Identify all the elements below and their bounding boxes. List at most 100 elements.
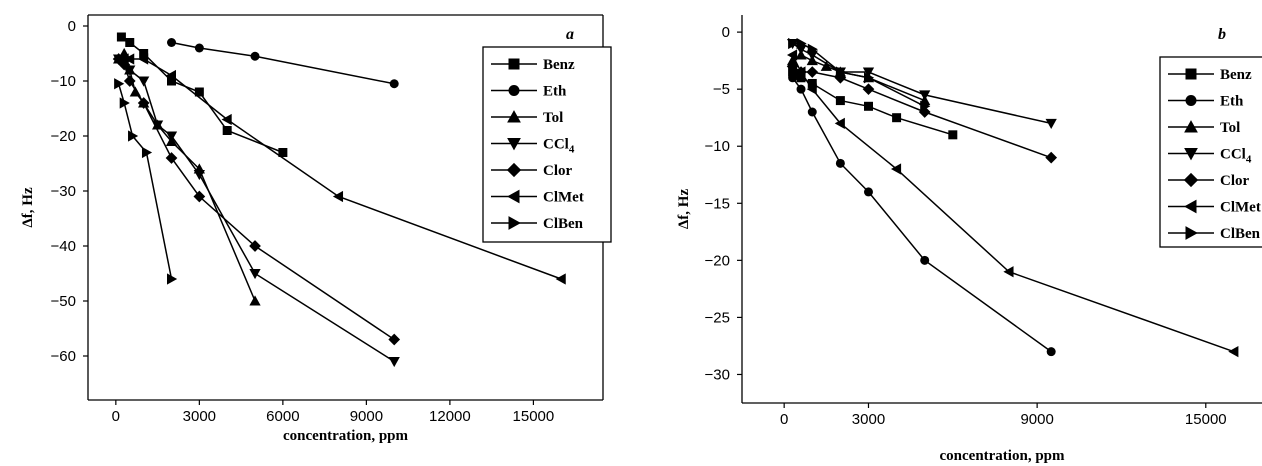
panel-b-legend-clben-label: ClBen bbox=[1220, 226, 1261, 242]
panel-b-y-axis-title: Δf, Hz bbox=[676, 189, 692, 230]
panel-a-legend-ccl4-label-subscript: 4 bbox=[569, 144, 575, 156]
panel-a-series-clmet-point bbox=[221, 113, 232, 126]
panel-a-series-eth-line bbox=[171, 41, 395, 85]
panel-a-series-benz-point bbox=[194, 87, 204, 97]
panel-a-series-clben-point bbox=[114, 78, 125, 90]
panel-b-y-tick-label: −30 bbox=[705, 366, 730, 383]
panel-a-series-clben-line bbox=[117, 83, 173, 280]
panel-b-x-tick-label: 15000 bbox=[1185, 411, 1227, 428]
panel-a-series-ccl4-point bbox=[124, 65, 136, 76]
panel-a-legend-eth-marker bbox=[508, 85, 520, 96]
panel-b-series-eth-point bbox=[796, 84, 806, 94]
panel-a-legend-clmet-label: ClMet bbox=[543, 190, 584, 206]
panel-a-legend-box bbox=[482, 46, 612, 243]
panel-a-series-clor-point bbox=[193, 190, 206, 203]
panel-b-series-ccl4-point bbox=[862, 67, 875, 78]
panel-b-legend-eth-marker bbox=[1185, 95, 1197, 106]
panel-a-x-tick-label: 0 bbox=[112, 408, 120, 425]
panel-b-series-clor-point bbox=[786, 60, 799, 73]
panel-a-y-tick-label: −20 bbox=[51, 128, 76, 145]
panel-b-series-clmet-point bbox=[786, 49, 798, 61]
panel-a-y-tick-label: 0 bbox=[68, 18, 76, 35]
panel-b-legend-benz-marker bbox=[1185, 68, 1197, 80]
panel-a-series-clmet-point bbox=[112, 53, 124, 65]
panel-a-series-eth-point bbox=[250, 51, 260, 61]
panel-b-x-tick-label: 0 bbox=[780, 411, 788, 428]
panel-a-x-tick-label: 9000 bbox=[350, 408, 383, 425]
panel-b-series-eth-point bbox=[835, 158, 845, 168]
panel-a-series-eth-point bbox=[167, 38, 177, 47]
panel-a-y-tick-label: −30 bbox=[51, 183, 76, 200]
panel-a-series-ccl4-line bbox=[118, 58, 395, 363]
panel-b-series-eth-point bbox=[807, 107, 817, 117]
panel-b-series-eth-line bbox=[791, 77, 1052, 353]
panel-a-legend-clor-marker bbox=[506, 162, 522, 178]
panel-a-x-tick-label: 6000 bbox=[266, 408, 299, 425]
panel-b-series-clor-point bbox=[918, 106, 931, 118]
panel-a-series-clben-point bbox=[119, 97, 130, 109]
panel-b-series-clmet-point bbox=[795, 66, 806, 78]
panel-b-y-tick-label: −20 bbox=[705, 252, 730, 269]
panel-a-series-ccl4-point bbox=[165, 131, 178, 142]
panel-b-legend-tol-label: Tol bbox=[1220, 120, 1240, 136]
panel-a-series-eth-point bbox=[389, 79, 399, 89]
panel-a-legend-benz-label: Benz bbox=[543, 57, 575, 73]
panel-a-series-clmet-point bbox=[332, 190, 344, 203]
panel-b-series-eth-point bbox=[920, 255, 930, 265]
panel-b-series-clor-point bbox=[1045, 151, 1058, 164]
panel-a-series-ccl4-point bbox=[138, 76, 150, 87]
panel-b-x-tick-label: 3000 bbox=[852, 411, 885, 428]
panel-a-series-clben-point bbox=[128, 130, 139, 142]
panel-a-y-tick-label: −10 bbox=[51, 73, 76, 90]
panel-b-legend-clor-label: Clor bbox=[1220, 173, 1250, 189]
panel-b-series-clben-point bbox=[920, 100, 931, 112]
panel-a-series-clmet-point bbox=[118, 53, 129, 65]
panel-a-legend-clor-label: Clor bbox=[543, 163, 573, 179]
panel-a-x-tick-label: 15000 bbox=[513, 408, 555, 425]
panel-a-series-clor-point bbox=[249, 240, 261, 252]
panel-b-y-tick-label: −5 bbox=[713, 81, 730, 98]
panel-a-series-ccl4-point bbox=[388, 357, 400, 368]
panel-a-series-benz-point bbox=[125, 38, 135, 47]
panel-b-x-tick-label: 9000 bbox=[1020, 411, 1053, 428]
panel-a-series-clben-point bbox=[141, 146, 153, 159]
chart-panel-b: 0 −5 −10 −15 −20 −25 −30 0 3000 9000 15000 concentr… bbox=[676, 15, 1262, 464]
panel-b-series-benz-point bbox=[948, 130, 958, 140]
panel-a-x-tick-label: 12000 bbox=[429, 408, 471, 425]
panel-a-series-clor-point bbox=[123, 75, 136, 87]
panel-b-series-benz-point bbox=[835, 96, 845, 106]
chart-panel-a: 0 −10 −20 −30 −40 −50 −60 0 3000 6000 9000 12000 150… bbox=[20, 14, 612, 444]
panel-b-y-tick-label: −10 bbox=[705, 138, 730, 155]
panel-a-series-clmet-point bbox=[555, 273, 566, 285]
panel-b-series-tol-point bbox=[820, 60, 832, 71]
panel-b-series-eth-point bbox=[863, 187, 873, 197]
panel-b-legend-clmet-label: ClMet bbox=[1220, 200, 1261, 216]
panel-b-series-eth-point bbox=[788, 73, 798, 83]
panel-b-series-tol-point bbox=[786, 55, 799, 66]
panel-b-legend-clmet-marker bbox=[1184, 199, 1197, 214]
panel-b-legend-ccl4-label: CCl4 bbox=[1220, 147, 1252, 166]
panel-b-y-tick-label: −15 bbox=[705, 195, 730, 212]
panel-a-series-ccl4-point bbox=[193, 170, 205, 181]
panel-b-series-clmet-point bbox=[834, 117, 845, 130]
panel-b-series-clor-point bbox=[862, 83, 875, 96]
panel-a-legend-tol-label: Tol bbox=[543, 110, 563, 126]
panel-b-y-tick-label: −25 bbox=[705, 309, 730, 326]
panel-a-series-eth-point bbox=[194, 43, 204, 53]
panel-a-legend-tol-marker bbox=[507, 110, 521, 123]
panel-a-series-clor-line bbox=[118, 58, 395, 341]
panel-b-series-benz-point bbox=[863, 101, 873, 111]
panel-a-y-tick-label: −40 bbox=[51, 238, 76, 255]
panel-b-series-clmet-point bbox=[1003, 266, 1014, 278]
panel-b-y-tick-label: 0 bbox=[722, 24, 730, 41]
panel-a-y-tick-label: −50 bbox=[51, 293, 76, 310]
panel-a-y-axis-title: Δf, Hz bbox=[20, 187, 36, 228]
panel-a-legend-clben-marker bbox=[508, 216, 521, 230]
panel-b-legend-box bbox=[1159, 56, 1262, 248]
panel-a-legend-eth-label: Eth bbox=[543, 84, 567, 100]
panel-b-series-ccl4-point bbox=[1045, 118, 1057, 130]
panel-b-series-clben-point bbox=[863, 72, 875, 84]
panel-b-legend-eth-label: Eth bbox=[1220, 94, 1244, 110]
panel-b-series-clben-point bbox=[807, 43, 818, 55]
